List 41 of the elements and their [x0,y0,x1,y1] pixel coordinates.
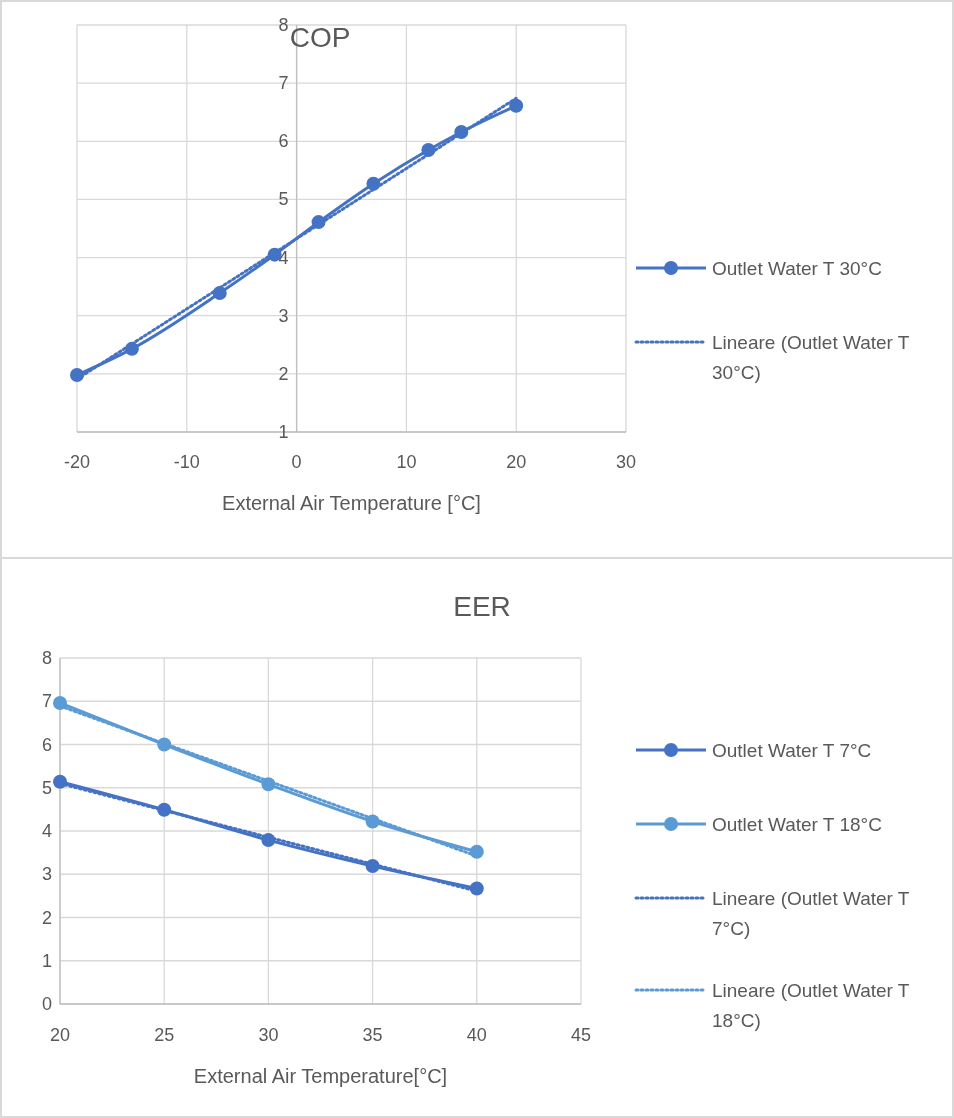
point [509,98,524,113]
y-tick-label: 7 [41,691,52,712]
legend-label: Lineare (Outlet Water T 18°C) [712,980,910,1031]
y-tick-label: 8 [41,648,52,668]
y-tick-label: 4 [41,821,52,841]
y-tick-label: 8 [278,15,289,35]
x-tick-label: -20 [63,452,91,472]
y-tick-label: 3 [41,864,52,885]
y-tick-label: 2 [41,907,52,928]
legend-label: Outlet Water T 30°C [712,258,882,279]
y-tick-label: 6 [41,734,52,755]
x-axis-title: External Air Temperature[°C] [193,1065,448,1087]
y-tick-label: 4 [278,247,289,268]
y-tick-label: 1 [41,950,52,971]
y-tick-label: 5 [278,189,289,210]
y-tick-label: 0 [41,994,52,1014]
y-tick-label: 7 [278,73,289,94]
y-tick-label: 6 [278,131,289,152]
chart-title: EER [453,591,511,622]
x-axis-title: External Air Temperature [°C] [222,492,481,514]
x-tick-label: 10 [396,452,417,472]
x-tick-label: 30 [615,452,637,472]
point [53,695,67,710]
x-tick-label: 20 [49,1025,71,1045]
x-tick-label: 25 [154,1025,175,1045]
y-tick-label: 2 [278,363,289,384]
x-tick-label: 35 [362,1025,383,1045]
x-tick-label: 0 [291,452,302,472]
legend-label: Outlet Water T 18°C [712,814,882,835]
y-tick-label: 5 [41,777,52,798]
y-tick-label: 3 [278,305,289,326]
chart-title: COP [289,22,351,53]
x-tick-label: 40 [466,1025,487,1045]
x-tick-label: 20 [506,452,527,472]
legend-label: Outlet Water T 7°C [712,740,872,761]
x-tick-label: 45 [570,1025,592,1045]
legend-label: Lineare (Outlet Water T 30°C) [712,332,910,383]
y-tick-label: 1 [278,422,289,442]
x-tick-label: -10 [173,452,200,472]
legend-label: Lineare (Outlet Water T 7°C) [712,888,910,939]
x-tick-label: 30 [258,1025,279,1045]
